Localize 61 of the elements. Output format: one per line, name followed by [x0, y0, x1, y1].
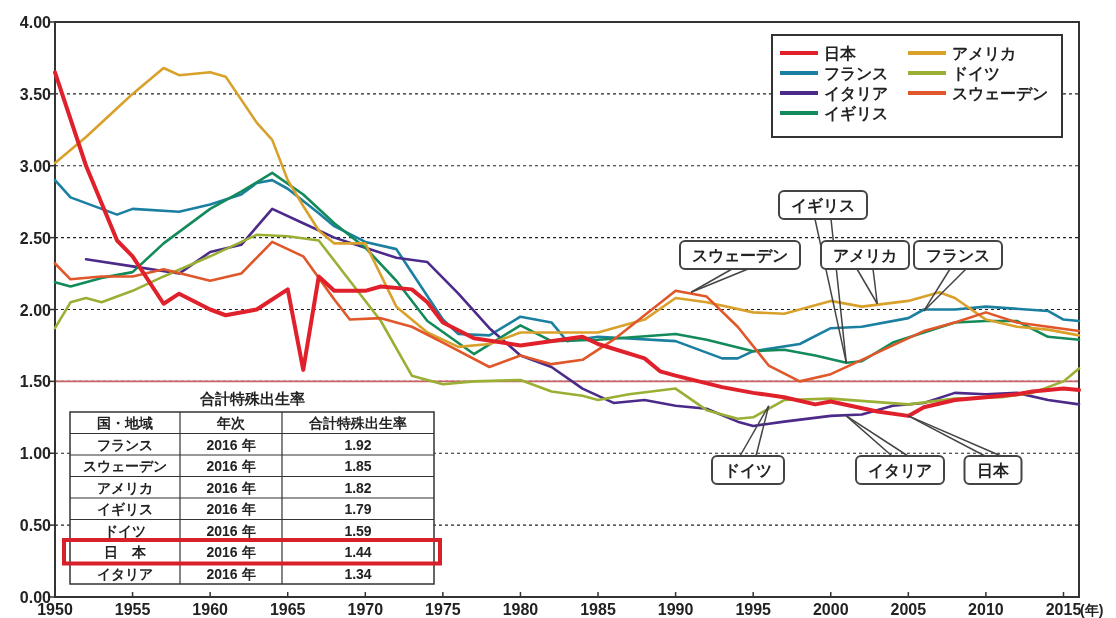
y-tick-label: 0.50 [19, 517, 52, 535]
annotation: 2016 年 [206, 501, 256, 517]
annotation: 合計特殊出生率 [308, 415, 407, 431]
annotation: ドイツ [724, 462, 772, 479]
annotation: 2016 年 [206, 522, 256, 539]
x-tick-label: 1965 [269, 601, 306, 618]
annotation: 1.79 [344, 501, 372, 517]
x-tick-label: 1975 [425, 601, 461, 618]
y-tick-label: 2.50 [19, 229, 52, 247]
legend-label: ドイツ [952, 65, 1000, 82]
legend-label: イギリス [824, 105, 888, 122]
annotation: 1.82 [344, 479, 372, 496]
annotation: 2016 年 [206, 458, 256, 474]
x-tick-label: 1985 [580, 601, 616, 618]
y-tick-label: 3.50 [19, 85, 52, 103]
x-tick-label: 1970 [347, 601, 384, 618]
annotation: 合計特殊出生率 [198, 390, 305, 407]
annotation: アメリカ [833, 247, 897, 264]
y-tick-label: 1.00 [19, 445, 52, 463]
annotation: イタリア [97, 565, 153, 582]
y-tick-label: 2.00 [19, 301, 52, 319]
annotation: 2016 年 [206, 565, 256, 582]
annotation: 日本 [977, 462, 1010, 479]
x-tick-label: 1955 [114, 601, 151, 618]
x-tick-label: 2005 [890, 601, 927, 618]
x-tick-label: 1960 [192, 601, 229, 618]
y-tick-label: 1.50 [19, 373, 52, 391]
x-tick-label: 2010 [968, 601, 1004, 618]
x-tick-label: 1990 [657, 601, 694, 618]
annotation: 1.44 [344, 544, 372, 560]
annotation: 国・地域 [97, 415, 153, 431]
annotation: フランス [97, 436, 153, 453]
annotation: 1.59 [344, 522, 372, 539]
x-tick-label: 1995 [735, 601, 772, 618]
annotation: 1.92 [344, 436, 372, 453]
annotation: フランス [926, 247, 990, 264]
x-tick-label: 2000 [812, 601, 849, 618]
annotation: スウェーデン [83, 458, 167, 474]
x-tick-label: 2015 [1045, 601, 1082, 618]
legend-label: アメリカ [952, 45, 1016, 62]
annotation: スウェーデン [692, 247, 788, 264]
annotation: イタリア [868, 462, 932, 479]
y-tick-label: 4.00 [19, 14, 52, 31]
annotation: 日 本 [104, 544, 147, 560]
y-tick-label: 3.00 [19, 157, 52, 175]
annotation: 年次 [216, 415, 246, 431]
annotation: アメリカ [97, 479, 153, 496]
annotation: 1.85 [344, 458, 372, 474]
annotation: ドイツ [104, 522, 146, 539]
annotation: 2016 年 [206, 544, 256, 560]
legend-label: スウェーデン [952, 85, 1048, 102]
legend-label: 日本 [824, 45, 857, 62]
annotation: 1.34 [344, 565, 372, 582]
annotation: 2016 年 [206, 436, 256, 453]
annotation: イギリス [97, 501, 153, 517]
legend-label: フランス [824, 65, 888, 82]
x-tick-label: 1980 [502, 601, 539, 618]
legend-label: イタリア [824, 85, 888, 102]
x-axis-title: (年) [1080, 602, 1104, 618]
annotation: イギリス [791, 197, 855, 214]
annotation: 2016 年 [206, 479, 256, 496]
